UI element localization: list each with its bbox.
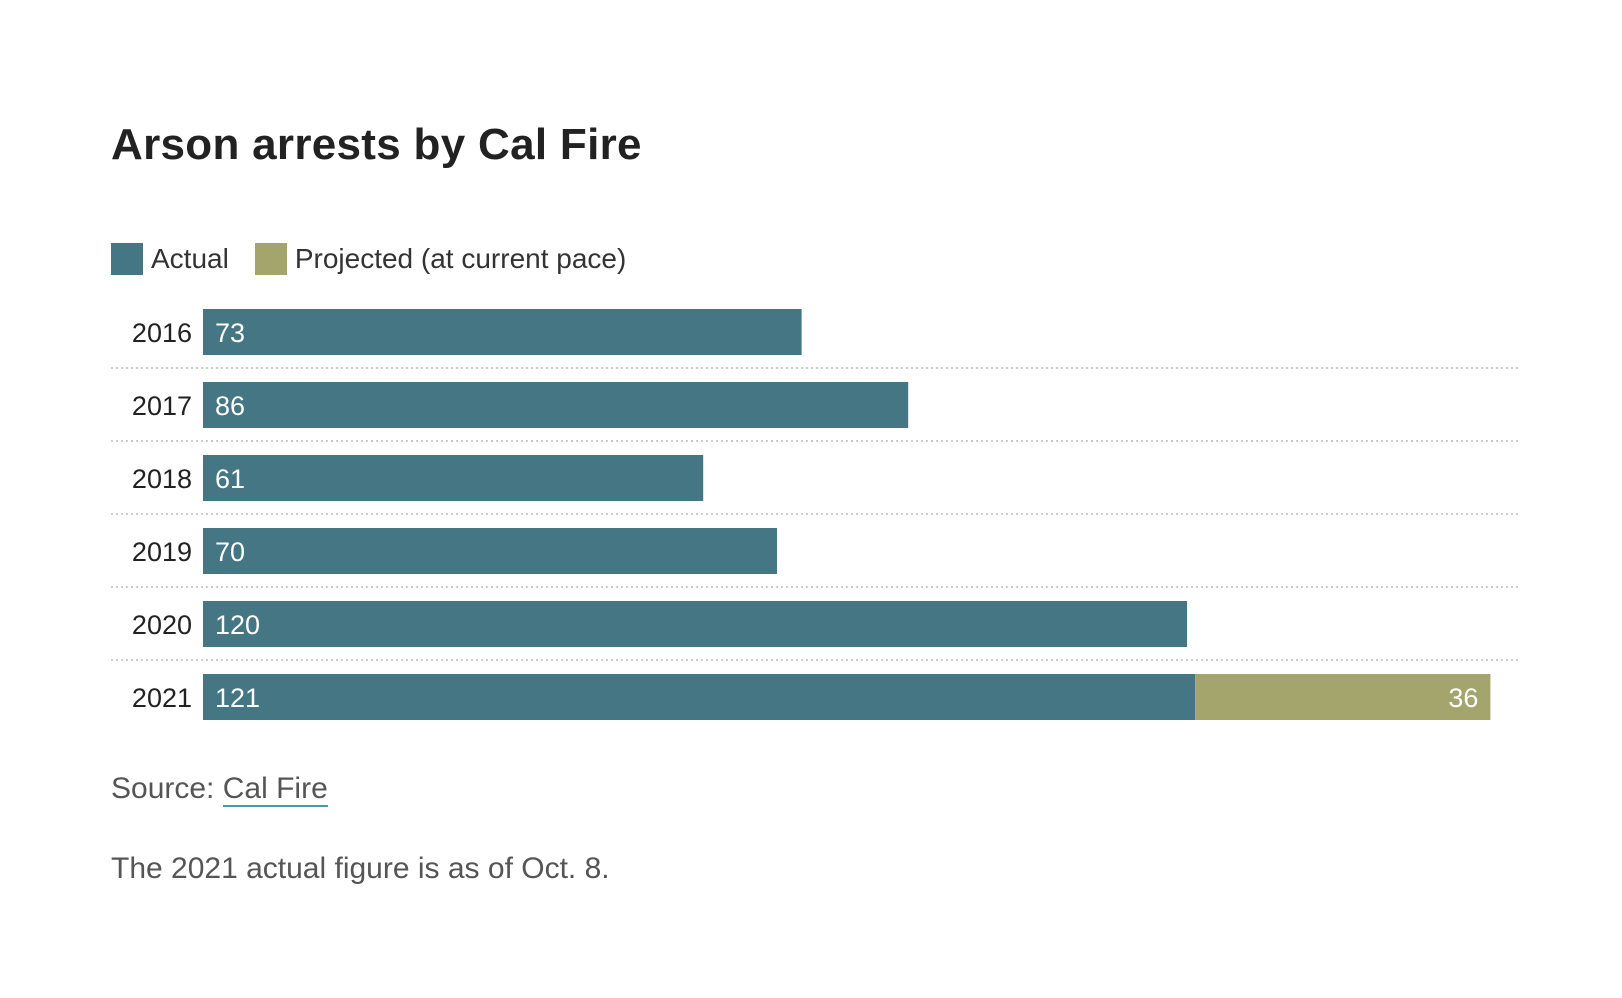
bar-projected <box>1195 674 1491 720</box>
source-line: Source: Cal Fire <box>111 772 328 807</box>
category-label: 2019 <box>132 537 192 567</box>
source-link[interactable]: Cal Fire <box>222 772 328 807</box>
category-label: 2018 <box>132 464 192 494</box>
category-label: 2017 <box>132 391 192 421</box>
bar-chart: 2016 73 2017 86 2018 61 2019 70 2020 120 2021 121 36 <box>111 309 1518 720</box>
data-label: 70 <box>215 537 245 567</box>
legend: Actual Projected (at current pace) <box>111 243 652 275</box>
chart-title: Arson arrests by Cal Fire <box>111 120 642 169</box>
bar-actual <box>203 382 909 428</box>
category-label: 2016 <box>132 318 192 348</box>
data-label: 73 <box>215 318 245 348</box>
source-prefix: Source: <box>111 772 223 805</box>
bar-actual <box>203 674 1196 720</box>
legend-swatch-actual <box>111 243 143 275</box>
legend-label-projected: Projected (at current pace) <box>294 243 627 274</box>
bar-actual <box>203 528 777 574</box>
category-label: 2020 <box>132 610 192 640</box>
data-label: 120 <box>215 610 260 640</box>
legend-label-actual: Actual <box>151 243 229 274</box>
legend-swatch-projected <box>254 243 287 275</box>
data-label: 86 <box>215 391 245 421</box>
bar-actual <box>203 309 802 355</box>
legend-item-actual: Actual <box>111 243 229 275</box>
legend-item-projected: Projected (at current pace) <box>254 243 627 275</box>
footnote: The 2021 actual figure is as of Oct. 8. <box>111 852 610 885</box>
data-label: 121 <box>215 683 260 713</box>
data-label: 36 <box>1448 683 1478 713</box>
category-label: 2021 <box>132 683 192 713</box>
data-label: 61 <box>215 464 245 494</box>
bar-actual <box>203 455 704 501</box>
bar-actual <box>203 601 1187 647</box>
